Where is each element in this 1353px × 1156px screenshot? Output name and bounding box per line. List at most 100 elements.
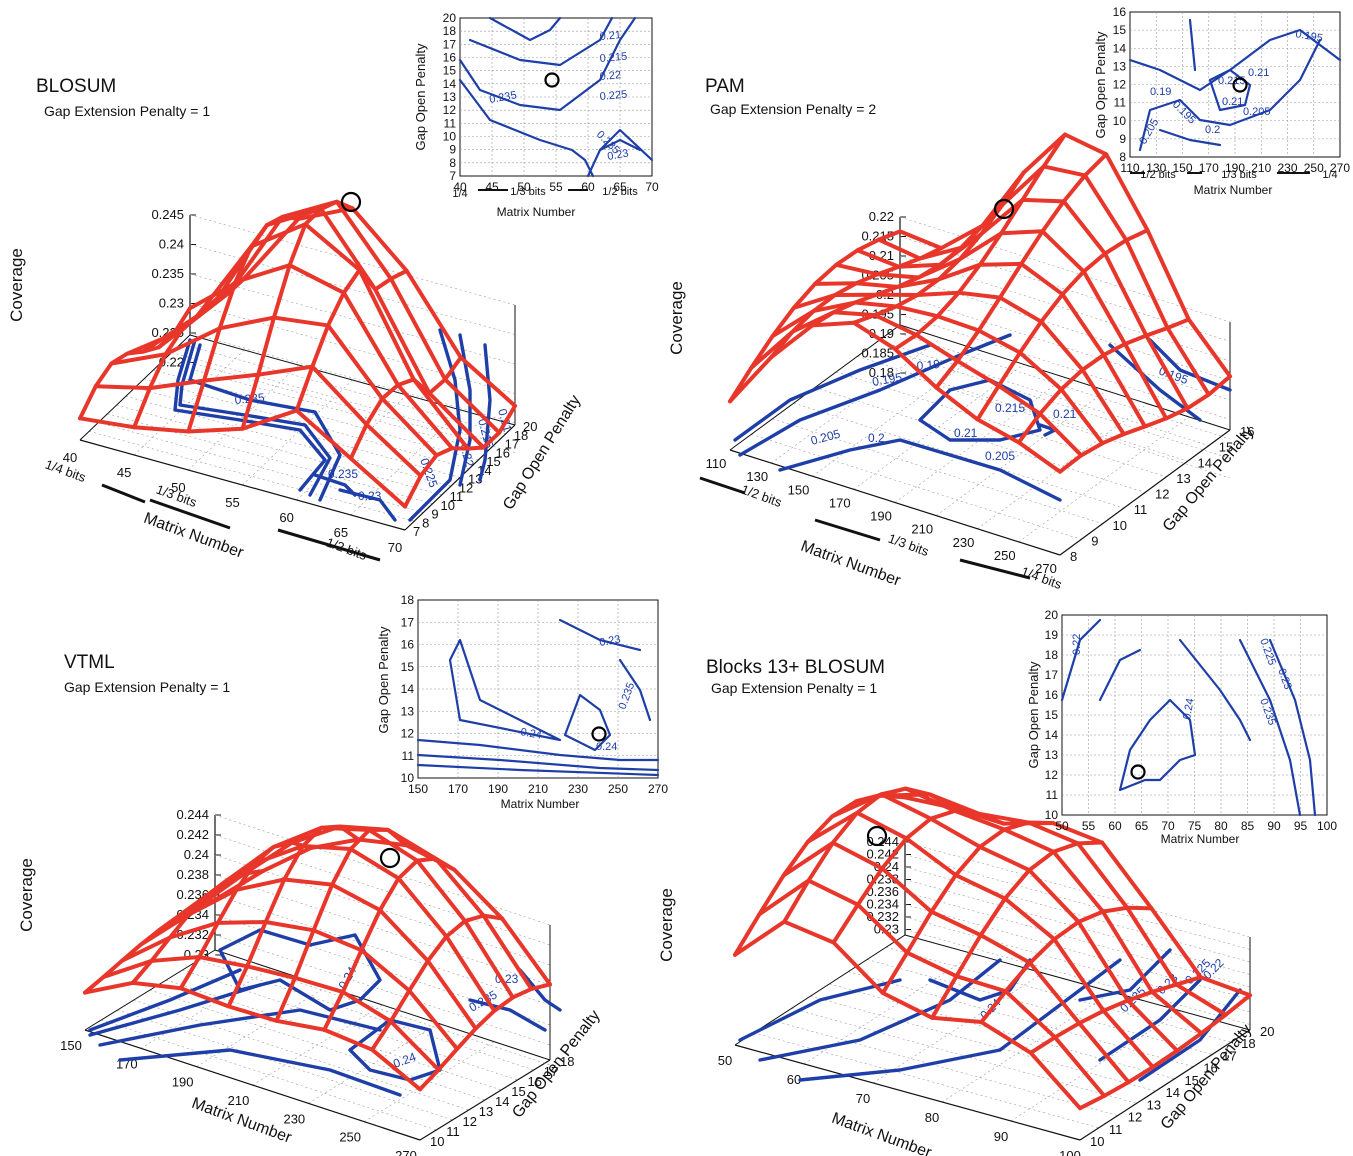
pam-inset-contour-label: 0.215 xyxy=(1218,75,1246,87)
vtml-inset-ytick: 16 xyxy=(401,638,415,652)
pam-inset-ytick: 14 xyxy=(1113,41,1127,55)
vtml-z-label: Coverage xyxy=(17,858,36,932)
vtml-inset-ytick: 11 xyxy=(402,749,415,763)
pam-inset-xtick: 270 xyxy=(1330,161,1350,175)
panel-title-blosum: BLOSUM xyxy=(36,76,117,97)
vtml-surface-col xyxy=(370,913,505,1052)
vtml-surface-col xyxy=(130,869,265,985)
pam-z-tick-label: 0.215 xyxy=(861,229,894,244)
blocks-inset-xtick: 65 xyxy=(1135,819,1149,833)
pam-inset-contour xyxy=(1188,18,1197,72)
blocks-back-grid xyxy=(904,854,1251,950)
blosum-y-tick-label: 11 xyxy=(450,489,464,504)
blosum-inset-contour xyxy=(488,16,562,42)
pam-z-tick-label: 0.22 xyxy=(869,209,894,224)
blocks-inset-ytick: 13 xyxy=(1045,748,1059,762)
blocks-inset-ytick: 15 xyxy=(1045,708,1059,722)
vtml-x-axis xyxy=(84,1029,421,1141)
pam-floor-contour-label: 0.215 xyxy=(995,401,1025,415)
pam-surface-col xyxy=(934,152,1109,390)
blosum-floor-grid xyxy=(162,360,488,452)
blocks-inset-xtick: 95 xyxy=(1294,819,1308,833)
vtml-floor-contour xyxy=(218,928,382,1012)
blosum-inset-contour-label: 0.225 xyxy=(599,89,627,103)
blosum-x-tick-label: 65 xyxy=(334,525,348,540)
blosum-surface-col xyxy=(294,267,409,413)
blocks-inset-ytick: 17 xyxy=(1045,668,1059,682)
blosum-inset-xtick: 60 xyxy=(581,180,595,194)
blosum-inset-xtick: 45 xyxy=(485,180,499,194)
vtml-y-tick-label: 10 xyxy=(430,1134,444,1149)
pam-y-tick-label: 15 xyxy=(1219,440,1233,455)
vtml-floor-grid xyxy=(198,959,534,1071)
blocks-surface-col xyxy=(831,808,1006,945)
pam-floor-contour xyxy=(778,438,1062,502)
pam-floor-contour-label: 0.195 xyxy=(871,370,903,389)
blosum-y-tick-label: 10 xyxy=(441,498,455,513)
blocks-floor-grid xyxy=(803,953,975,1065)
panel-subtitle-blocks: Gap Extension Penalty = 1 xyxy=(711,680,878,696)
vtml-floor-grid xyxy=(182,969,518,1081)
blocks-inset-xtick: 60 xyxy=(1108,819,1122,833)
blosum-floor-grid xyxy=(144,378,470,470)
blosum-floor-contour xyxy=(478,343,492,482)
pam-y-tick-label: 10 xyxy=(1113,518,1127,533)
vtml-floor-grid xyxy=(196,986,327,1067)
blocks-inset-contour-label: 0.22 xyxy=(1071,634,1083,655)
vtml-inset-contour xyxy=(448,638,562,742)
blosum-inset-bit-label: 1/4 xyxy=(452,188,467,200)
blosum-inset-ytick: 18 xyxy=(443,24,457,38)
pam-surface-col xyxy=(810,223,985,328)
pam-inset-ytick: 9 xyxy=(1119,132,1126,146)
pam-floor-contour-label: 0.205 xyxy=(985,449,1015,463)
vtml-floor-edge xyxy=(214,949,551,1061)
vtml-inset-contour xyxy=(416,738,660,762)
vtml-inset-ytick: 14 xyxy=(401,682,415,696)
blosum-x-tick-label: 60 xyxy=(279,510,293,525)
blosum-inset-contour xyxy=(468,16,614,67)
pam-inset: 110 130 150 170 190 210 230 250 270 8 9 10 11 12 13 14 1… xyxy=(1093,5,1350,197)
vtml-inset-xtick: 190 xyxy=(488,782,508,796)
vtml-floor-grid xyxy=(101,1019,437,1131)
pam-surface-col xyxy=(1016,317,1191,445)
blosum-y-tick-label: 13 xyxy=(468,472,482,487)
vtml-x-tick-label: 190 xyxy=(172,1075,194,1090)
blocks-surface-row xyxy=(733,919,1082,1111)
blocks-z-tick-label: 0.236 xyxy=(866,884,899,899)
blocks-inset-xtick: 100 xyxy=(1317,819,1337,833)
pam-y-tick-label: 11 xyxy=(1134,502,1148,517)
vtml-floor-grid xyxy=(140,968,271,1049)
pam-inset-contour-label: 0.19 xyxy=(1150,86,1171,98)
pam-inset-xtick: 130 xyxy=(1146,161,1166,175)
pam-inset-ylabel: Gap Open Penalty xyxy=(1093,31,1108,138)
vtml-inset-ytick: 18 xyxy=(401,593,415,607)
vtml-inset-contour xyxy=(563,693,612,752)
blosum-floor-grid xyxy=(116,404,442,496)
pam-x-tick-label: 190 xyxy=(870,509,892,524)
blocks-x-tick-label: 90 xyxy=(994,1129,1008,1144)
blosum-inset-ytick: 8 xyxy=(449,156,456,170)
vtml-z-tick-label: 0.238 xyxy=(176,867,209,882)
pam-inset-bit-label: 1/3 bits xyxy=(1221,169,1257,181)
blosum-inset-contour-label: 0.23 xyxy=(606,147,629,163)
pam-inset-ytick: 10 xyxy=(1113,114,1127,128)
pam-inset-optimum-marker xyxy=(1232,77,1248,93)
pam-surface-col xyxy=(893,132,1067,351)
blosum-surface-col xyxy=(403,403,517,509)
pam-z-tick-label: 0.18 xyxy=(869,365,894,380)
vtml-x-tick-label: 250 xyxy=(339,1130,361,1145)
vtml-inset-xtick: 150 xyxy=(408,782,428,796)
vtml-y-tick-label: 18 xyxy=(560,1054,574,1069)
pam-surface-col xyxy=(728,229,902,404)
vtml-inset-optimum-marker xyxy=(591,726,607,742)
blocks-inset-contour xyxy=(1060,618,1102,702)
pam-y-tick-label: 14 xyxy=(1198,455,1212,470)
pam-inset-xtick: 210 xyxy=(1251,161,1271,175)
vtml-inset-contour xyxy=(618,658,652,722)
pam-inset-contour xyxy=(1138,38,1322,152)
blocks-y-tick-label: 15 xyxy=(1184,1073,1198,1088)
blosum-floor-contour xyxy=(188,343,342,502)
pam-inset-contour-label: 0.195 xyxy=(1294,28,1323,45)
pam-inset-contour xyxy=(1158,128,1222,147)
pam-x-tick-label: 110 xyxy=(706,456,727,471)
